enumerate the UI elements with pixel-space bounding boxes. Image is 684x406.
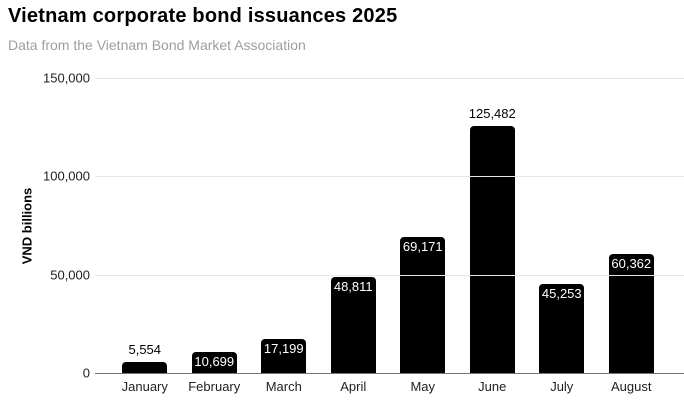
x-axis-label-august: August [611, 379, 652, 394]
bar-value-label-january: 5,554 [128, 342, 162, 358]
gridline-50,000 [95, 274, 684, 276]
x-axis-label-july: July [550, 379, 574, 394]
bar-group-may: 69,171 [388, 78, 458, 373]
bar-february[interactable]: 10,699 [191, 352, 237, 373]
bar-group-july: 45,253 [527, 78, 597, 373]
bar-april[interactable]: 48,811 [330, 277, 376, 373]
bar-may[interactable]: 69,171 [400, 237, 446, 373]
bar-group-january: 5,554 [110, 78, 180, 373]
chart-title: Vietnam corporate bond issuances 2025 [8, 5, 398, 27]
x-axis-label-march: March [265, 379, 302, 394]
gridline-150,000 [95, 78, 684, 79]
bars-group: 5,554 10,699 17,199 48,811 69,171 125,482 45,2… [110, 78, 666, 373]
bar-july[interactable]: 45,253 [539, 284, 585, 373]
bar-group-june: 125,482 [458, 78, 528, 373]
bar-march[interactable]: 17,199 [261, 339, 307, 373]
x-axis-baseline [95, 373, 684, 374]
plot-area: 5,554 10,699 17,199 48,811 69,171 125,482 45,2… [43, 71, 684, 381]
bar-value-label-june: 125,482 [468, 106, 516, 122]
y-axis-title: VND billions [19, 187, 35, 265]
y-tick-label-50,000: 50,000 [50, 267, 90, 283]
x-axis-label-june: June [478, 379, 507, 394]
bar-group-august: 60,362 [597, 78, 667, 373]
bar-value-label-march: 17,199 [263, 341, 304, 357]
gridline-100,000 [95, 176, 684, 178]
bar-value-label-february: 10,699 [194, 354, 235, 369]
bar-value-label-august: 60,362 [611, 256, 652, 272]
bar-value-label-april: 48,811 [333, 279, 373, 294]
bar-group-april: 48,811 [319, 78, 389, 373]
bar-value-label-may: 69,171 [402, 239, 443, 254]
bar-value-label-july: 45,253 [541, 286, 582, 301]
chart-subtitle: Data from the Vietnam Bond Market Associ… [8, 37, 306, 53]
x-axis-label-january: January [121, 379, 168, 394]
x-axis-label-february: February [188, 379, 241, 394]
y-tick-label-100,000: 100,000 [43, 168, 90, 184]
bar-august[interactable]: 60,362 [608, 254, 654, 373]
bar-june[interactable]: 125,482 [469, 106, 516, 373]
bar-group-february: 10,699 [180, 78, 250, 373]
y-tick-label-150,000: 150,000 [43, 70, 90, 86]
y-tick-label-0: 0 [82, 365, 90, 381]
x-axis: January February March April May June July Augu… [110, 379, 666, 394]
x-axis-label-may: May [410, 379, 436, 394]
x-axis-label-april: April [340, 379, 367, 394]
bar-group-march: 17,199 [249, 78, 319, 373]
bar-january[interactable]: 5,554 [122, 342, 168, 373]
